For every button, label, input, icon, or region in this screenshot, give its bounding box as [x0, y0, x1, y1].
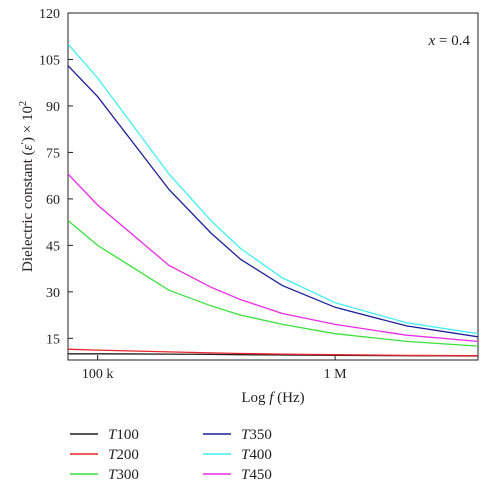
annotation-group: x = 0.4: [428, 33, 471, 49]
legend-label-t100: T100: [108, 427, 139, 443]
annotation-label: x = 0.4: [428, 33, 471, 49]
series-line-t400: [68, 43, 478, 335]
legend-label-t450: T450: [241, 467, 272, 483]
series-line-t300: [68, 220, 478, 347]
y-axis-title: Dielectric constant (ε′) × 102: [18, 101, 36, 272]
x-axis-title: Log f (Hz): [241, 390, 304, 406]
y-tick-label: 15: [46, 332, 60, 347]
series-line-t350: [68, 65, 478, 338]
y-tick-label: 120: [39, 7, 60, 22]
plot-area: [67, 12, 479, 361]
legend-label-t200: T200: [108, 447, 139, 463]
x-tick-label: 100 k: [82, 367, 114, 382]
series-line-t200: [68, 348, 478, 357]
legend: T100 T200 T300 T350 T400 T450: [70, 427, 272, 483]
y-tick-label: 45: [46, 239, 60, 254]
legend-label-t400: T400: [241, 447, 272, 463]
plot-frame: [67, 12, 479, 361]
series-line-t450: [68, 173, 478, 343]
y-tick-label: 30: [46, 286, 60, 301]
y-tick-label: 75: [46, 146, 60, 161]
axes: 15 30 45 60 75 90 105 120 100 k 1 M Log f (Hz) Diel…: [18, 7, 347, 406]
series-lines: [68, 43, 478, 357]
legend-label-t300: T300: [108, 467, 139, 483]
x-tick-label: 1 M: [324, 367, 348, 382]
y-tick-label: 105: [39, 53, 60, 68]
y-tick-label: 90: [46, 100, 60, 115]
y-tick-label: 60: [46, 193, 60, 208]
legend-label-t350: T350: [241, 427, 272, 443]
